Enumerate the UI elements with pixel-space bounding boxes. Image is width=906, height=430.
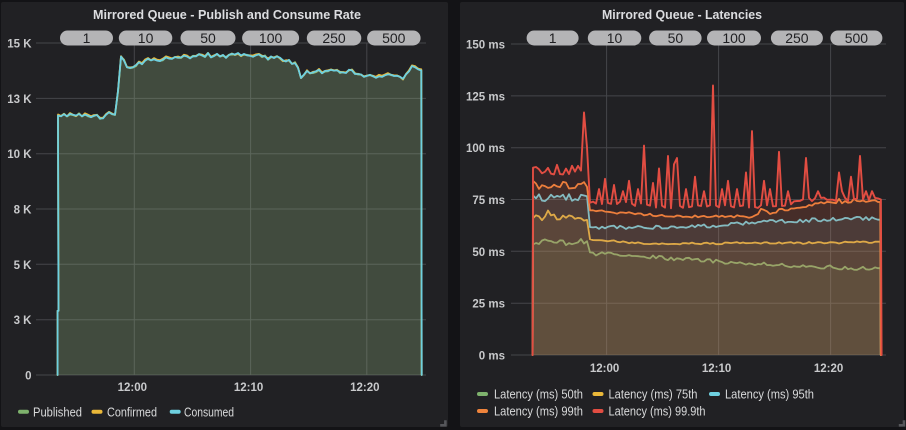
svg-text:12:00: 12:00: [590, 363, 619, 375]
svg-text:10: 10: [607, 30, 623, 46]
svg-text:125 ms: 125 ms: [466, 91, 505, 103]
svg-text:75 ms: 75 ms: [472, 195, 505, 207]
svg-text:12:20: 12:20: [350, 382, 379, 394]
svg-text:100: 100: [259, 30, 283, 46]
svg-text:Consumed: Consumed: [184, 405, 234, 419]
svg-text:Latency (ms) 95th: Latency (ms) 95th: [725, 388, 814, 402]
svg-text:12:10: 12:10: [234, 382, 263, 394]
svg-text:12:10: 12:10: [702, 363, 731, 375]
svg-text:Latency (ms) 50th: Latency (ms) 50th: [494, 388, 583, 402]
svg-text:Latency (ms) 99th: Latency (ms) 99th: [494, 405, 583, 419]
svg-text:100: 100: [722, 30, 746, 46]
svg-text:50: 50: [200, 30, 216, 46]
svg-text:150 ms: 150 ms: [466, 40, 505, 52]
svg-text:0 ms: 0 ms: [479, 351, 505, 363]
svg-text:250: 250: [785, 30, 809, 46]
svg-text:12:20: 12:20: [814, 363, 843, 375]
svg-text:Latency (ms) 75th: Latency (ms) 75th: [609, 388, 698, 402]
svg-text:1: 1: [83, 30, 91, 46]
svg-text:8 K: 8 K: [14, 205, 33, 217]
svg-text:Confirmed: Confirmed: [107, 405, 157, 419]
svg-text:250: 250: [322, 30, 346, 46]
svg-text:10 K: 10 K: [7, 149, 32, 161]
svg-text:13 K: 13 K: [7, 94, 32, 106]
svg-text:15 K: 15 K: [7, 39, 32, 51]
svg-text:10: 10: [138, 30, 154, 46]
svg-text:100 ms: 100 ms: [466, 143, 505, 155]
svg-text:1: 1: [549, 30, 557, 46]
svg-text:Latency (ms) 99.9th: Latency (ms) 99.9th: [609, 405, 706, 419]
svg-text:Mirrored Queue - Latencies: Mirrored Queue - Latencies: [602, 7, 762, 22]
svg-text:50: 50: [668, 30, 684, 46]
svg-text:12:00: 12:00: [118, 382, 147, 394]
svg-text:50 ms: 50 ms: [472, 247, 505, 259]
svg-text:3 K: 3 K: [14, 315, 33, 327]
svg-text:25 ms: 25 ms: [472, 299, 505, 311]
svg-text:0: 0: [25, 371, 31, 383]
svg-text:500: 500: [845, 30, 869, 46]
svg-text:Mirrored Queue - Publish and C: Mirrored Queue - Publish and Consume Rat…: [93, 7, 361, 22]
svg-text:500: 500: [382, 30, 406, 46]
svg-text:Published: Published: [33, 405, 82, 419]
svg-text:5 K: 5 K: [14, 260, 33, 272]
